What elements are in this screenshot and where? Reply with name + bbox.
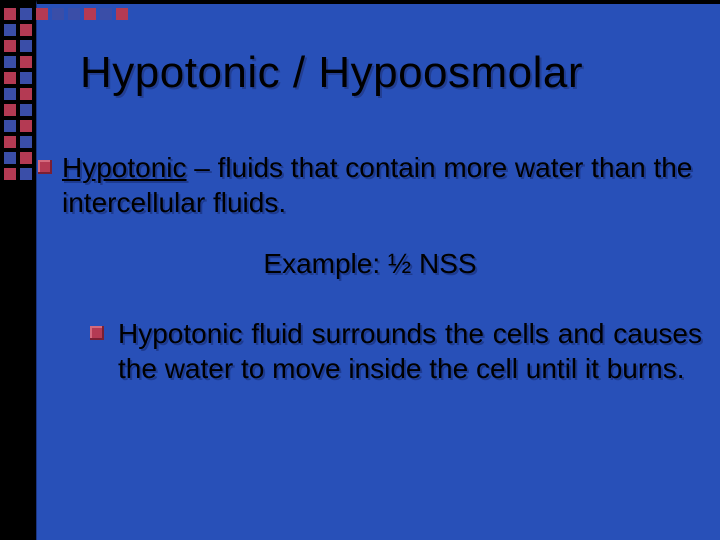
decor-square [20, 40, 32, 52]
decor-square [20, 56, 32, 68]
slide: Hypotonic / Hypoosmolar Hypotonic – flui… [0, 0, 720, 540]
decor-square [20, 72, 32, 84]
decor-square [20, 88, 32, 100]
bullet-1: Hypotonic – fluids that contain more wat… [38, 150, 702, 220]
decor-square [4, 88, 16, 100]
decor-square [100, 8, 112, 20]
decor-square [4, 120, 16, 132]
decor-square [4, 8, 16, 20]
example-line: Example: ½ NSS [38, 248, 702, 280]
slide-title: Hypotonic / Hypoosmolar [80, 48, 583, 98]
decor-square [4, 72, 16, 84]
slide-body: Hypotonic – fluids that contain more wat… [38, 150, 702, 386]
decor-square [52, 8, 64, 20]
square-bullet-icon [90, 326, 104, 340]
decor-square [20, 24, 32, 36]
decor-square [20, 120, 32, 132]
decor-square [4, 40, 16, 52]
decor-square [36, 8, 48, 20]
decor-square [20, 104, 32, 116]
decor-square [4, 152, 16, 164]
decor-square [84, 8, 96, 20]
decor-square [4, 24, 16, 36]
bullet-1-term: Hypotonic [62, 152, 187, 183]
decor-square [4, 168, 16, 180]
decor-square [4, 136, 16, 148]
decor-square [20, 168, 32, 180]
sub-bullet-area: Hypotonic fluid surrounds the cells and … [90, 316, 702, 386]
sub-bullet-1: Hypotonic fluid surrounds the cells and … [90, 316, 702, 386]
sub-bullet-1-text: Hypotonic fluid surrounds the cells and … [118, 316, 702, 386]
decor-square [4, 104, 16, 116]
bullet-1-text: Hypotonic – fluids that contain more wat… [62, 150, 702, 220]
decor-square [20, 152, 32, 164]
decor-square [4, 56, 16, 68]
decor-square [68, 8, 80, 20]
decor-square [20, 8, 32, 20]
square-bullet-icon [38, 160, 52, 174]
decor-square [20, 136, 32, 148]
decor-square [116, 8, 128, 20]
